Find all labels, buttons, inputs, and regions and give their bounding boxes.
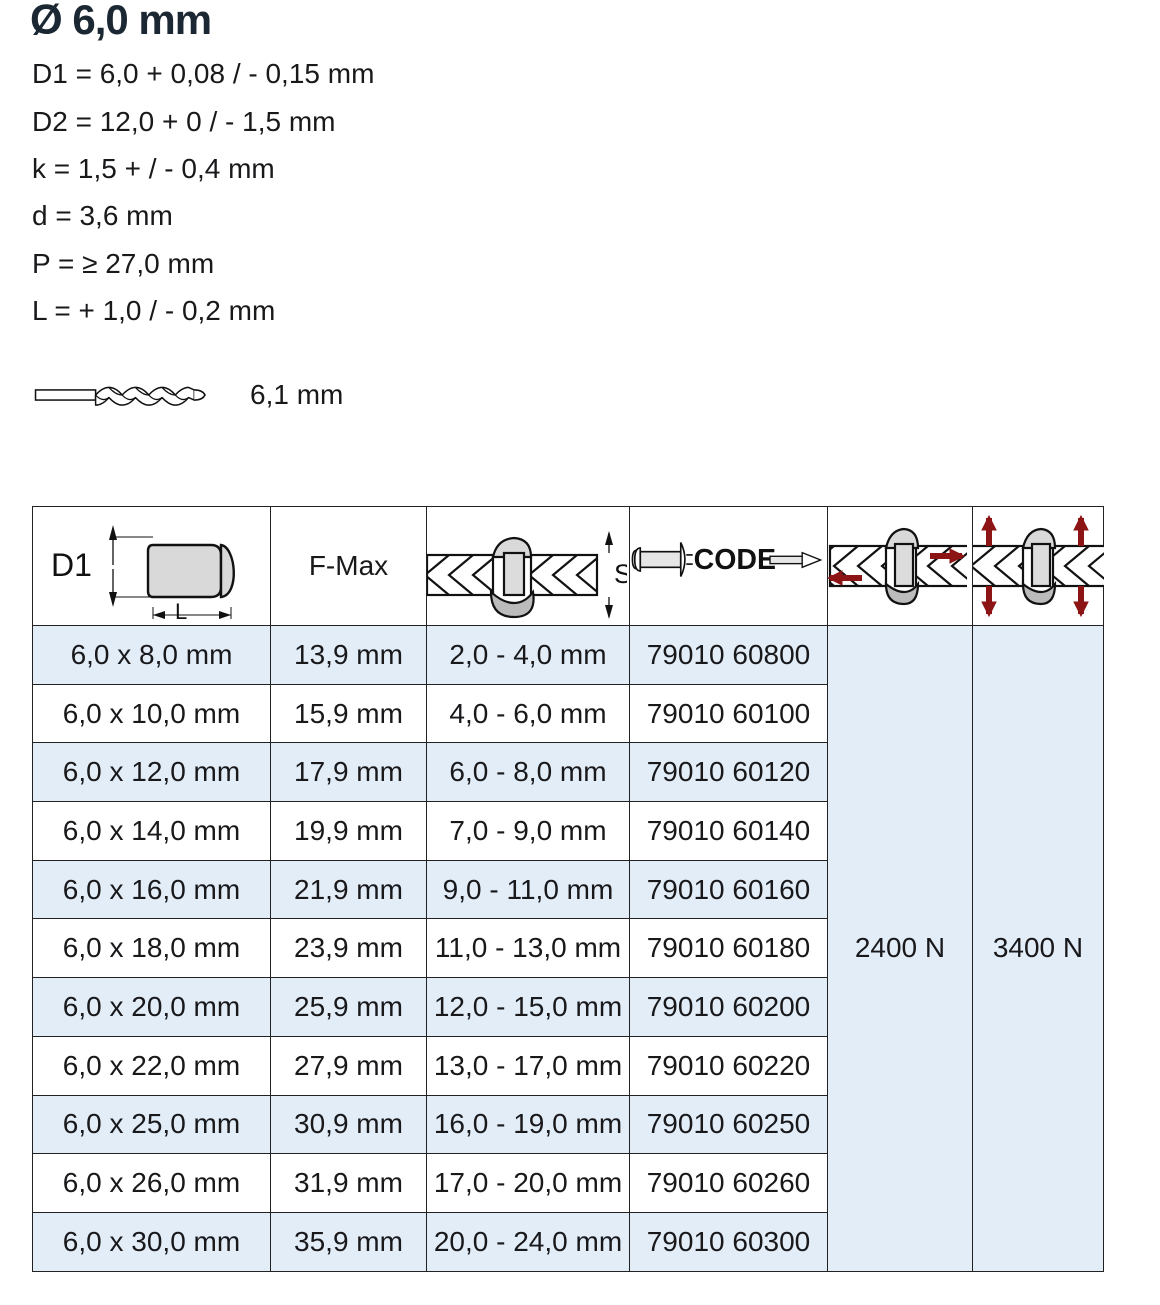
svg-text:S: S xyxy=(614,559,627,589)
svg-text:L: L xyxy=(175,599,187,624)
svg-text:D1: D1 xyxy=(51,547,92,583)
svg-text:CODE: CODE xyxy=(694,544,776,576)
